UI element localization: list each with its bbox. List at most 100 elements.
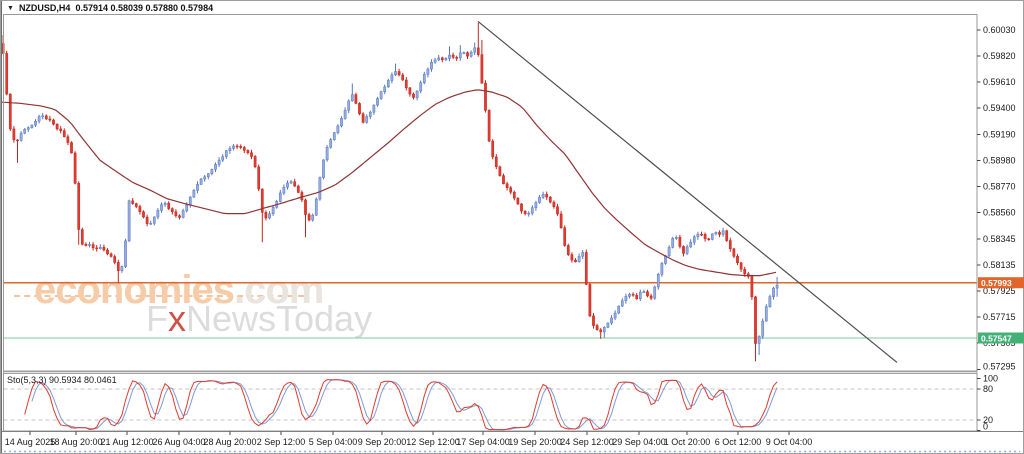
candle-body [106, 249, 109, 255]
candle-body [656, 273, 660, 288]
candle-body [581, 252, 585, 257]
candle-body [368, 111, 372, 117]
candle-body [736, 256, 739, 263]
candle-body [250, 152, 253, 157]
candle-body [70, 142, 73, 154]
price-tick-label: 0.57715 [983, 312, 1016, 322]
candle-body [624, 296, 628, 301]
candle-body [372, 104, 376, 113]
candle-body [671, 238, 675, 248]
candle-body [556, 206, 559, 215]
candle-body [224, 150, 228, 157]
candle-body [26, 127, 30, 130]
price-tick-label: 0.57925 [983, 286, 1016, 296]
time-tick-label: 21 Aug 12:00 [100, 437, 153, 447]
candle-body [408, 87, 412, 95]
candle-body [509, 187, 513, 193]
time-tick-label: 17 Sep 04:00 [456, 437, 510, 447]
candle-body [685, 246, 689, 254]
price-axis[interactable]: 0.60030 0.59820 0.59610 0.59400 0.59190 0.589… [977, 25, 1024, 372]
candle-body [304, 199, 307, 215]
stochastic-lines [24, 379, 778, 431]
candle-body [307, 214, 311, 221]
candle-body [383, 86, 387, 92]
candle-body [127, 200, 131, 242]
candle-body [764, 306, 768, 322]
candle-body [354, 94, 358, 104]
candle-body [646, 291, 649, 297]
candle-body [415, 90, 419, 98]
candle-body [361, 113, 365, 123]
candle-body [318, 177, 322, 200]
candle-body [210, 169, 214, 174]
candle-body [674, 236, 678, 239]
candle-body [235, 145, 239, 148]
candle-body [638, 291, 642, 300]
symbol-ohlc-text: NZDUSD,H4 0.57914 0.58039 0.57880 0.5798… [18, 3, 214, 13]
candle-body [217, 159, 221, 165]
candle-body [376, 98, 379, 106]
candle-body [548, 196, 552, 203]
symbol-dropdown-icon[interactable]: ▼ [7, 5, 14, 12]
candle-body [340, 118, 343, 127]
candle-body [710, 233, 714, 240]
candle-body [62, 130, 66, 137]
candle-body [617, 305, 621, 314]
candle-body [167, 202, 171, 209]
horizontal-lines[interactable] [3, 282, 978, 339]
candle-body [757, 335, 761, 344]
candle-body [214, 164, 217, 170]
candle-body [602, 327, 606, 333]
pane-splitter[interactable] [3, 371, 978, 374]
indicator-label: Sto(5,3,3) 90.5934 80.0461 [7, 375, 117, 385]
candle-body [631, 293, 635, 296]
price-tick-label: 0.58135 [983, 260, 1016, 270]
candle-body [743, 268, 747, 275]
price-tick-label: 0.57295 [983, 362, 1016, 372]
candle-body [332, 132, 336, 140]
candle-body [80, 229, 84, 245]
candle-body [325, 147, 329, 161]
candle-body [188, 196, 192, 206]
candle-body [660, 263, 664, 275]
candle-body [278, 192, 282, 202]
candle-body [563, 227, 567, 246]
candle-body [642, 291, 646, 293]
price-badge [978, 332, 1024, 344]
candle-body [440, 57, 444, 60]
candle-body [772, 287, 775, 297]
candle-body [725, 230, 729, 241]
candle-body [739, 262, 743, 270]
candle-body [358, 103, 361, 115]
watermark-subbrand: FxNewsToday [146, 301, 372, 337]
candle-body [714, 232, 718, 235]
candle-body [160, 204, 163, 211]
candle-body [696, 233, 700, 238]
candle-body [23, 128, 27, 134]
candle-body [120, 266, 124, 271]
indicator-tick-label: 0 [983, 422, 988, 432]
candle-body [678, 236, 682, 247]
candle-body [667, 247, 671, 257]
candle-body [761, 320, 765, 337]
price-badge-label: 0.57993 [981, 278, 1012, 288]
watermark-brand: economies.com [34, 270, 324, 310]
candle-body [487, 110, 491, 142]
candle-body [451, 54, 455, 58]
candle-body [55, 123, 59, 130]
price-tick-label: 0.58770 [983, 181, 1016, 191]
stochastic-main-line [24, 379, 778, 431]
candle-body [149, 222, 153, 225]
candle-body [473, 47, 477, 53]
candle-body [462, 52, 466, 54]
stochastic-signal-line [31, 379, 778, 431]
trendline[interactable] [477, 20, 898, 363]
indicator-tick-label: 20 [983, 415, 993, 425]
time-tick-label: 1 Oct 20:00 [664, 437, 711, 447]
candle-body [268, 213, 271, 219]
candle-body [314, 198, 318, 216]
candle-body [77, 183, 81, 230]
